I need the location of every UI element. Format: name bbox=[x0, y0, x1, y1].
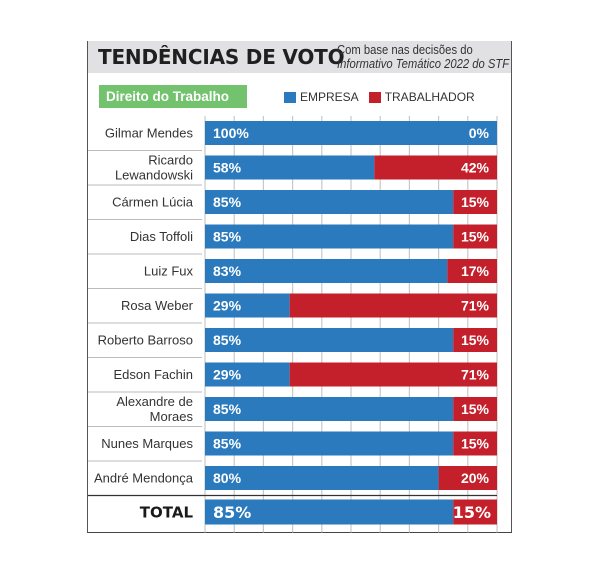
chart-subtitle: Com base nas decisões do Informativo Tem… bbox=[337, 43, 509, 71]
bar-empresa bbox=[205, 431, 454, 456]
bar-empresa bbox=[205, 293, 290, 318]
chart-frame: TENDÊNCIAS DE VOTO Com base nas decisões… bbox=[87, 41, 512, 533]
legend-item-empresa: EMPRESA bbox=[284, 90, 359, 104]
total-bar-empresa bbox=[205, 499, 454, 525]
value-label-trabalhador: 17% bbox=[461, 263, 490, 279]
total-value-empresa: 85% bbox=[213, 503, 251, 522]
subtitle-line-2: Informativo Temático 2022 do STF bbox=[337, 57, 510, 71]
value-label-trabalhador: 71% bbox=[461, 367, 490, 383]
value-label-trabalhador: 0% bbox=[469, 125, 490, 141]
bar-empresa bbox=[205, 362, 290, 387]
bar-trabalhador bbox=[453, 190, 497, 214]
bar-trabalhador bbox=[447, 259, 497, 283]
legend: EMPRESA TRABALHADOR bbox=[284, 90, 485, 104]
value-label-trabalhador: 71% bbox=[461, 298, 490, 314]
bar-empresa bbox=[205, 224, 454, 249]
legend-label-trabalhador: TRABALHADOR bbox=[384, 90, 475, 104]
value-label-empresa: 80% bbox=[213, 470, 242, 486]
bar-trabalhador bbox=[453, 397, 497, 421]
bar-trabalhador bbox=[453, 431, 497, 456]
category-label: Luiz Fux bbox=[144, 264, 194, 279]
value-label-trabalhador: 15% bbox=[461, 194, 490, 210]
legend-label-empresa: EMPRESA bbox=[300, 90, 359, 104]
category-tag: Direito do Trabalho bbox=[99, 85, 247, 108]
bar-empresa bbox=[205, 328, 454, 352]
category-label: Edson Fachin bbox=[114, 367, 194, 382]
value-label-empresa: 100% bbox=[213, 125, 249, 141]
total-bar-trabalhador bbox=[453, 499, 497, 525]
value-label-trabalhador: 15% bbox=[461, 436, 490, 452]
value-label-empresa: 85% bbox=[213, 194, 242, 210]
total-label: TOTAL bbox=[140, 504, 194, 522]
value-label-empresa: 85% bbox=[213, 401, 242, 417]
value-label-empresa: 85% bbox=[213, 332, 242, 348]
category-label: Dias Toffoli bbox=[130, 229, 193, 244]
category-label: Cármen Lúcia bbox=[112, 195, 194, 210]
legend-item-trabalhador: TRABALHADOR bbox=[368, 90, 475, 104]
bar-trabalhador bbox=[289, 362, 497, 387]
bar-empresa bbox=[205, 121, 497, 145]
category-label: Roberto Barroso bbox=[98, 333, 193, 348]
bar-trabalhador bbox=[453, 224, 497, 249]
value-label-empresa: 85% bbox=[213, 229, 242, 245]
category-label: Rosa Weber bbox=[121, 298, 194, 313]
value-label-empresa: 85% bbox=[213, 436, 242, 452]
category-label: André Mendonça bbox=[94, 471, 194, 486]
total-value-trabalhador: 15% bbox=[453, 503, 491, 522]
value-label-empresa: 29% bbox=[213, 298, 242, 314]
legend-swatch-trabalhador bbox=[368, 91, 381, 103]
bar-empresa bbox=[205, 397, 454, 421]
value-label-trabalhador: 15% bbox=[461, 229, 490, 245]
header-band: TENDÊNCIAS DE VOTO Com base nas decisões… bbox=[88, 41, 511, 73]
bar-trabalhador bbox=[374, 155, 497, 180]
bar-empresa bbox=[205, 466, 439, 490]
category-label: Alexandre de Moraes bbox=[116, 394, 193, 424]
category-label: Gilmar Mendes bbox=[105, 126, 194, 141]
value-label-trabalhador: 20% bbox=[461, 470, 490, 486]
value-label-trabalhador: 42% bbox=[461, 160, 490, 176]
value-label-trabalhador: 15% bbox=[461, 332, 490, 348]
subtitle-line-1: Com base nas decisões do bbox=[337, 43, 473, 57]
value-label-trabalhador: 15% bbox=[461, 401, 490, 417]
bar-empresa bbox=[205, 259, 448, 283]
legend-swatch-empresa bbox=[284, 91, 296, 103]
category-label: Nunes Marques bbox=[101, 436, 193, 451]
stacked-bar-chart: Gilmar Mendes 100% 0% Ricardo Lewandowski 58%… bbox=[88, 116, 498, 533]
value-label-empresa: 29% bbox=[213, 367, 242, 383]
bar-empresa bbox=[205, 190, 454, 214]
value-label-empresa: 58% bbox=[213, 160, 242, 176]
bar-trabalhador bbox=[438, 466, 497, 490]
category-label: Ricardo Lewandowski bbox=[115, 153, 193, 183]
bar-empresa bbox=[205, 155, 375, 180]
bar-trabalhador bbox=[289, 293, 497, 318]
value-label-empresa: 83% bbox=[213, 263, 242, 279]
chart-title: TENDÊNCIAS DE VOTO bbox=[98, 45, 345, 69]
bar-trabalhador bbox=[453, 328, 497, 352]
